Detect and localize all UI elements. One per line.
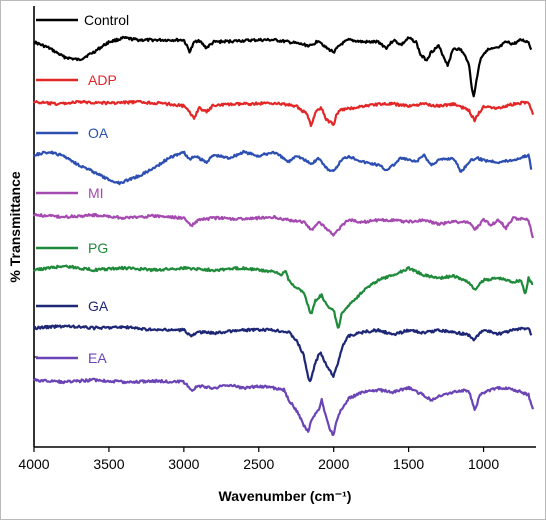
series-line-adp [33,99,535,128]
x-tick-label: 2500 [243,456,274,472]
legend-label-ea: EA [88,350,107,366]
legend: Control ADP OA MI PG GA EA [36,12,129,366]
series-lines [33,35,535,436]
x-tick-label: 1000 [468,456,499,472]
x-ticks: 4000 3500 3000 2500 2000 1500 1000 [18,447,499,472]
legend-label-pg: PG [88,240,108,256]
x-axis-title: Wavenumber (cm⁻¹) [219,488,352,504]
series-line-ea [33,377,535,436]
x-tick-label: 1500 [393,456,424,472]
x-tick-label: 3000 [168,456,199,472]
legend-label-oa: OA [88,125,109,141]
legend-label-mi: MI [88,185,104,201]
y-axis-title: % Transmittance [7,171,23,282]
series-line-oa [33,149,533,186]
x-tick-label: 2000 [318,456,349,472]
x-tick-label: 4000 [18,456,49,472]
series-line-mi [33,212,535,239]
legend-label-adp: ADP [88,72,117,88]
x-tick-label: 3500 [93,456,124,472]
legend-label-control: Control [84,12,129,28]
legend-label-ga: GA [88,298,109,314]
series-line-ga [33,324,533,383]
series-line-pg [33,264,534,329]
series-line-control [33,35,533,98]
